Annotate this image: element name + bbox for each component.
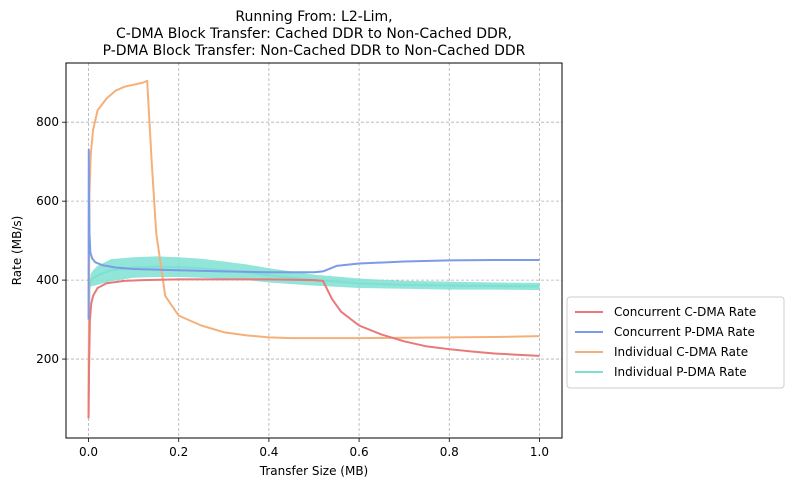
y-axis-label: Rate (MB/s)	[10, 216, 24, 286]
title-line-2: C-DMA Block Transfer: Cached DDR to Non-…	[116, 26, 512, 42]
y-axis-ticks: 200 400 600 800	[36, 115, 66, 366]
grid-lines	[66, 63, 562, 438]
series-layer	[87, 79, 540, 419]
x-tick-label: 0.2	[169, 445, 188, 459]
series-1	[87, 148, 540, 320]
series-2	[87, 79, 540, 419]
x-tick-label: 0.4	[259, 445, 278, 459]
series-line	[87, 148, 540, 320]
legend-label: Individual C-DMA Rate	[614, 345, 748, 359]
plot-area-frame	[65, 62, 563, 439]
legend-label: Concurrent P-DMA Rate	[614, 325, 755, 339]
x-axis-label: Transfer Size (MB)	[259, 464, 368, 478]
x-tick-label: 0.8	[440, 445, 459, 459]
x-tick-label: 0.0	[79, 445, 98, 459]
series-noise-band	[88, 256, 540, 403]
legend: Concurrent C-DMA Rate Concurrent P-DMA Ra…	[566, 296, 785, 389]
series-line	[87, 265, 540, 399]
series-line	[87, 79, 540, 419]
legend-label: Concurrent C-DMA Rate	[614, 305, 756, 319]
x-tick-label: 0.6	[350, 445, 369, 459]
chart-title: Running From: L2-Lim, C-DMA Block Transf…	[103, 9, 526, 59]
title-line-1: Running From: L2-Lim,	[235, 9, 392, 25]
y-tick-label: 600	[36, 194, 59, 208]
title-line-3: P-DMA Block Transfer: Non-Cached DDR to …	[103, 43, 526, 59]
x-tick-label: 1.0	[530, 445, 549, 459]
y-tick-label: 200	[36, 352, 59, 366]
x-axis-ticks: 0.0 0.2 0.4 0.6 0.8 1.0	[79, 438, 549, 459]
legend-box	[566, 296, 785, 389]
series-3	[87, 256, 540, 403]
y-tick-label: 400	[36, 273, 59, 287]
series-0	[87, 278, 540, 419]
series-line	[87, 278, 540, 419]
y-tick-label: 800	[36, 115, 59, 129]
legend-label: Individual P-DMA Rate	[614, 365, 747, 379]
